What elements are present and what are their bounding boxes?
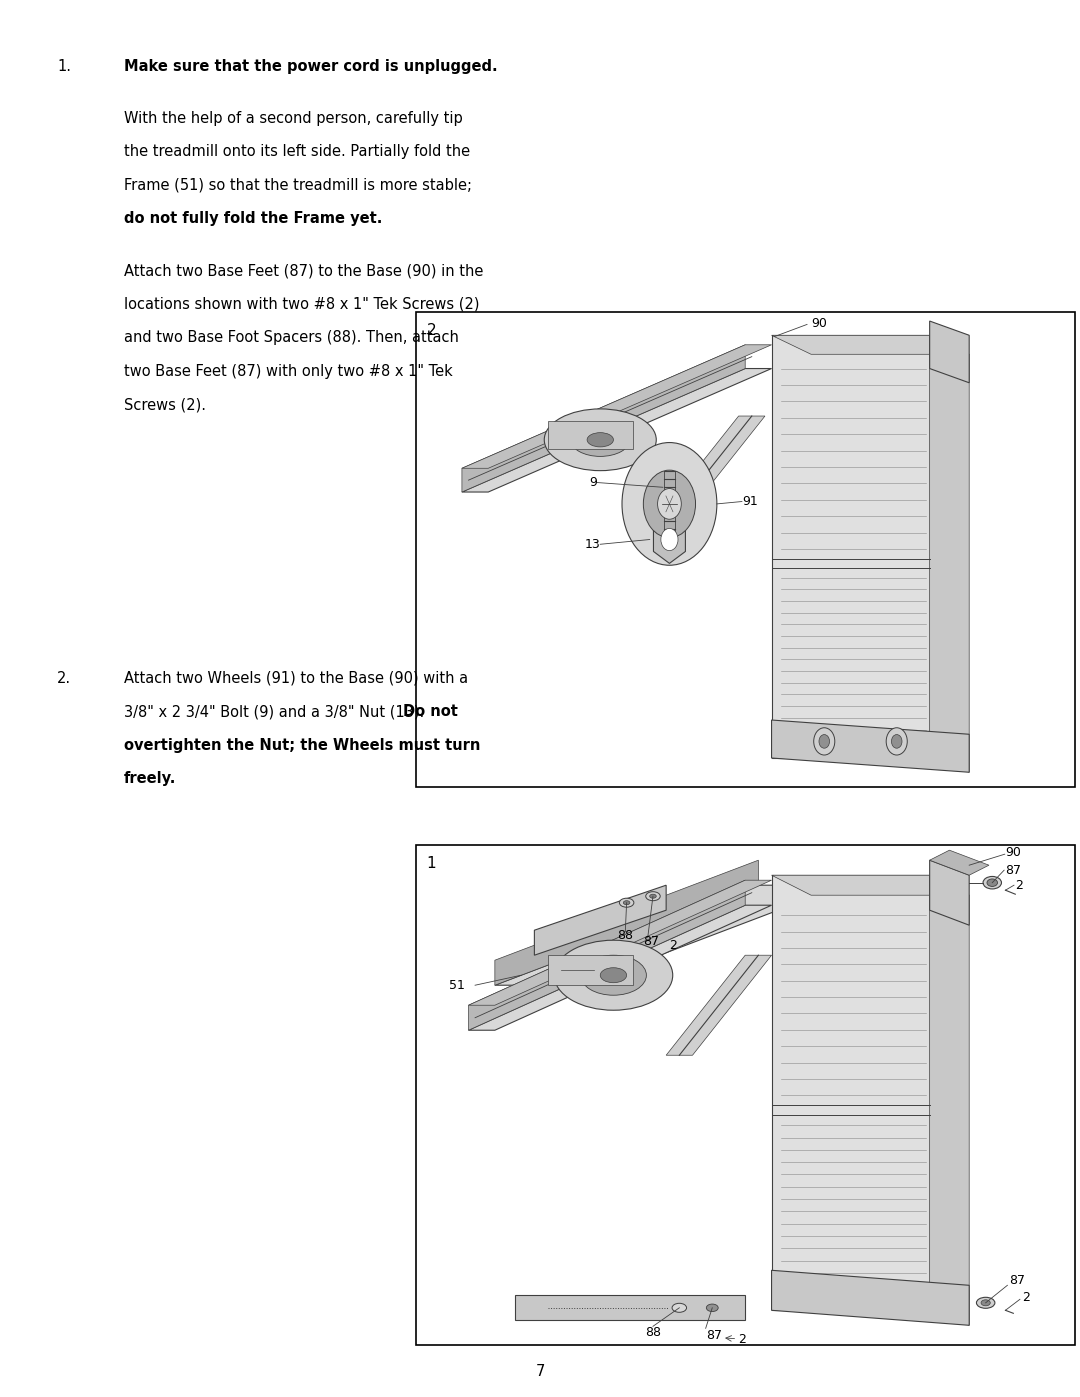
Text: 87: 87 <box>1005 863 1022 877</box>
Polygon shape <box>469 880 771 1006</box>
Text: 87: 87 <box>1009 1274 1025 1287</box>
Polygon shape <box>469 880 745 1030</box>
Text: locations shown with two #8 x 1" Tek Screws (2): locations shown with two #8 x 1" Tek Scr… <box>124 296 480 312</box>
Ellipse shape <box>544 409 657 471</box>
Ellipse shape <box>600 968 626 982</box>
Text: the treadmill onto its left side. Partially fold the: the treadmill onto its left side. Partia… <box>124 144 470 159</box>
Ellipse shape <box>987 879 998 887</box>
Ellipse shape <box>588 433 613 447</box>
Polygon shape <box>930 861 969 925</box>
Text: 9: 9 <box>589 476 597 489</box>
Circle shape <box>661 528 678 550</box>
Text: 2.: 2. <box>57 671 71 686</box>
Polygon shape <box>771 875 930 1310</box>
Text: 90: 90 <box>1005 847 1022 859</box>
Polygon shape <box>930 851 989 875</box>
Polygon shape <box>771 719 969 773</box>
Text: Make sure that the power cord is unplugged.: Make sure that the power cord is unplugg… <box>124 59 498 74</box>
Text: Attach two Base Feet (87) to the Base (90) in the: Attach two Base Feet (87) to the Base (9… <box>124 263 484 278</box>
Ellipse shape <box>706 1303 718 1312</box>
Ellipse shape <box>554 940 673 1010</box>
Polygon shape <box>462 345 745 492</box>
Text: do not fully fold the Frame yet.: do not fully fold the Frame yet. <box>124 211 382 226</box>
Circle shape <box>887 728 907 754</box>
Text: Attach two Wheels (91) to the Base (90) with a: Attach two Wheels (91) to the Base (90) … <box>124 671 469 686</box>
Bar <box>416 312 1075 787</box>
Circle shape <box>644 471 696 538</box>
Text: Screws (2).: Screws (2). <box>124 397 206 412</box>
Polygon shape <box>469 905 771 1030</box>
Polygon shape <box>660 416 765 515</box>
Polygon shape <box>515 1295 745 1320</box>
Text: 13: 13 <box>584 538 600 550</box>
Text: 91: 91 <box>742 495 758 509</box>
Polygon shape <box>666 956 771 1055</box>
Text: With the help of a second person, carefully tip: With the help of a second person, carefu… <box>124 110 463 126</box>
Polygon shape <box>462 369 771 492</box>
Ellipse shape <box>570 423 630 457</box>
Polygon shape <box>495 886 845 985</box>
Text: 90: 90 <box>811 317 827 330</box>
Polygon shape <box>771 875 969 895</box>
Polygon shape <box>548 420 633 450</box>
Polygon shape <box>930 321 969 383</box>
Ellipse shape <box>981 1299 990 1306</box>
Polygon shape <box>535 886 666 956</box>
Text: 2: 2 <box>427 323 436 338</box>
Text: 87: 87 <box>705 1329 721 1341</box>
Text: 1: 1 <box>427 856 436 872</box>
Polygon shape <box>462 345 771 468</box>
Text: overtighten the Nut; the Wheels must turn: overtighten the Nut; the Wheels must tur… <box>124 738 481 753</box>
Ellipse shape <box>646 891 660 901</box>
Text: 51: 51 <box>449 979 464 992</box>
Text: 87: 87 <box>643 935 659 947</box>
Polygon shape <box>771 335 930 759</box>
Polygon shape <box>771 1270 969 1326</box>
Circle shape <box>891 735 902 749</box>
Polygon shape <box>930 335 969 773</box>
Circle shape <box>813 728 835 754</box>
Polygon shape <box>771 335 969 355</box>
Circle shape <box>658 489 681 520</box>
Text: freely.: freely. <box>124 771 176 787</box>
Ellipse shape <box>619 898 634 907</box>
Text: 2: 2 <box>1022 1291 1029 1305</box>
Text: 2: 2 <box>739 1333 746 1345</box>
Text: 88: 88 <box>617 929 633 942</box>
Ellipse shape <box>581 956 647 995</box>
Text: 2: 2 <box>1015 879 1023 891</box>
Text: two Base Feet (87) with only two #8 x 1" Tek: two Base Feet (87) with only two #8 x 1"… <box>124 363 453 379</box>
Text: Do not: Do not <box>403 704 458 719</box>
Polygon shape <box>495 861 758 985</box>
Text: 2: 2 <box>670 939 677 951</box>
Ellipse shape <box>983 876 1001 888</box>
Bar <box>416 845 1075 1345</box>
Text: 3/8" x 2 3/4" Bolt (9) and a 3/8" Nut (13).: 3/8" x 2 3/4" Bolt (9) and a 3/8" Nut (1… <box>124 704 429 719</box>
Ellipse shape <box>623 901 630 905</box>
Ellipse shape <box>672 1303 687 1312</box>
Text: and two Base Foot Spacers (88). Then, attach: and two Base Foot Spacers (88). Then, at… <box>124 330 459 345</box>
Circle shape <box>622 443 717 566</box>
Polygon shape <box>548 956 633 985</box>
Circle shape <box>819 735 829 749</box>
Text: 7: 7 <box>536 1365 544 1379</box>
Text: 88: 88 <box>645 1326 661 1340</box>
Text: 1.: 1. <box>57 59 71 74</box>
Text: Frame (51) so that the treadmill is more stable;: Frame (51) so that the treadmill is more… <box>124 177 472 193</box>
Ellipse shape <box>650 894 657 898</box>
Polygon shape <box>930 875 969 1326</box>
Ellipse shape <box>976 1298 995 1309</box>
